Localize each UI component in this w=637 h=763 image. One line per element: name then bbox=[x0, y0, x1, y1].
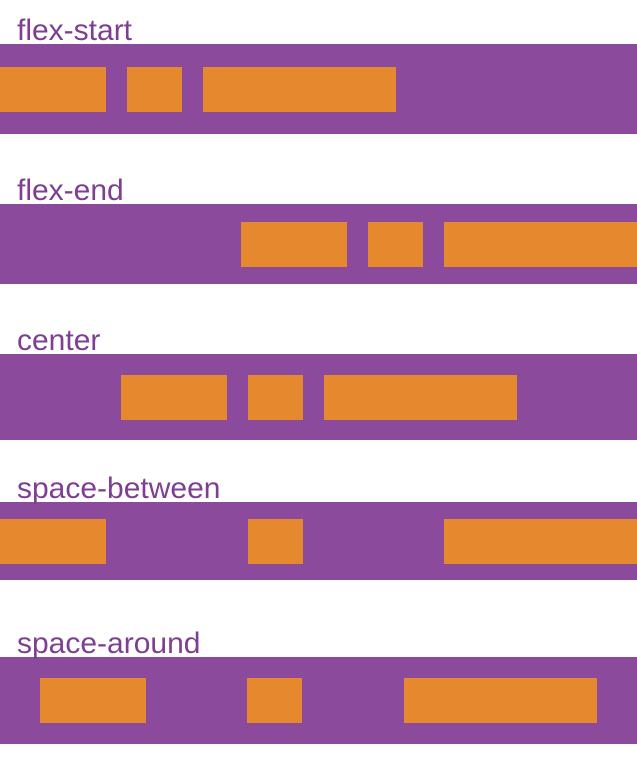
flex-item bbox=[120, 374, 227, 420]
section-label: flex-end bbox=[17, 173, 124, 207]
flex-container bbox=[0, 204, 637, 284]
section-label: flex-start bbox=[17, 13, 133, 47]
flex-item bbox=[444, 221, 637, 267]
flex-container bbox=[0, 44, 637, 134]
flex-item bbox=[40, 678, 147, 723]
label-row: center bbox=[0, 284, 637, 357]
section-center: center bbox=[0, 284, 637, 440]
flex-item bbox=[323, 374, 517, 420]
flex-item bbox=[0, 66, 106, 112]
section-label: space-between bbox=[17, 471, 221, 505]
flex-item bbox=[444, 518, 637, 564]
section-flex-end: flex-end bbox=[0, 134, 637, 284]
label-row: flex-end bbox=[0, 134, 637, 207]
flex-item bbox=[368, 221, 423, 267]
flex-container bbox=[0, 354, 637, 440]
section-space-around: space-around bbox=[0, 580, 637, 744]
flex-item bbox=[203, 66, 396, 112]
flex-container bbox=[0, 657, 637, 744]
flex-item bbox=[247, 374, 303, 420]
section-space-between: space-between bbox=[0, 440, 637, 580]
flex-container bbox=[0, 502, 637, 580]
flex-item bbox=[127, 66, 182, 112]
label-row: space-around bbox=[0, 580, 637, 660]
flex-item bbox=[403, 678, 597, 723]
label-row: flex-start bbox=[0, 0, 637, 47]
section-label: center bbox=[17, 323, 101, 357]
flex-item bbox=[0, 518, 106, 564]
flex-item bbox=[247, 518, 303, 564]
flex-item bbox=[241, 221, 347, 267]
label-row: space-between bbox=[0, 440, 637, 505]
flex-item bbox=[247, 678, 303, 723]
section-flex-start: flex-start bbox=[0, 0, 637, 134]
section-label: space-around bbox=[17, 626, 201, 660]
